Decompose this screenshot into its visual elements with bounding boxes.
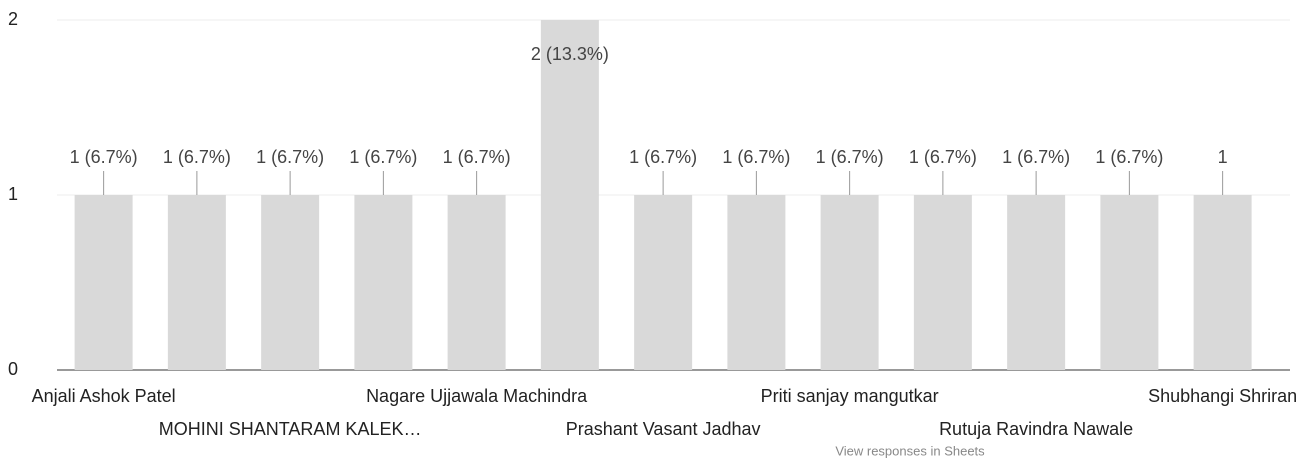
bar [354,195,413,370]
bar [447,195,506,370]
value-label: 1 (6.7%) [70,147,138,167]
value-label: 1 (6.7%) [909,147,977,167]
bar [261,195,320,370]
value-label: 1 (6.7%) [722,147,790,167]
bar [1100,195,1159,370]
y-tick-label: 2 [8,9,18,29]
value-label: 1 [1218,147,1228,167]
bar [727,195,786,370]
bar [74,195,133,370]
value-label: 1 (6.7%) [1002,147,1070,167]
y-tick-label: 0 [8,359,18,379]
value-label: 1 (6.7%) [163,147,231,167]
bar [1193,195,1252,370]
value-label: 1 (6.7%) [256,147,324,167]
bar [1007,195,1066,370]
x-tick-label: Rutuja Ravindra Nawale [939,419,1133,439]
x-tick-label: Shubhangi Shriran [1148,386,1297,406]
bar [540,20,599,370]
x-tick-label: MOHINI SHANTARAM KALEK… [159,419,422,439]
x-tick-label: Prashant Vasant Jadhav [566,419,761,439]
view-responses-link[interactable]: View responses in Sheets [835,443,985,458]
value-label: 1 (6.7%) [1095,147,1163,167]
value-label: 1 (6.7%) [629,147,697,167]
x-tick-label: Anjali Ashok Patel [32,386,176,406]
value-label: 1 (6.7%) [443,147,511,167]
value-label: 1 (6.7%) [349,147,417,167]
bar [913,195,972,370]
value-label: 1 (6.7%) [816,147,884,167]
x-tick-label: Nagare Ujjawala Machindra [366,386,588,406]
bar [820,195,879,370]
bar [634,195,693,370]
bar [167,195,226,370]
y-tick-label: 1 [8,184,18,204]
x-tick-label: Priti sanjay mangutkar [761,386,939,406]
value-label: 2 (13.3%) [531,44,609,64]
